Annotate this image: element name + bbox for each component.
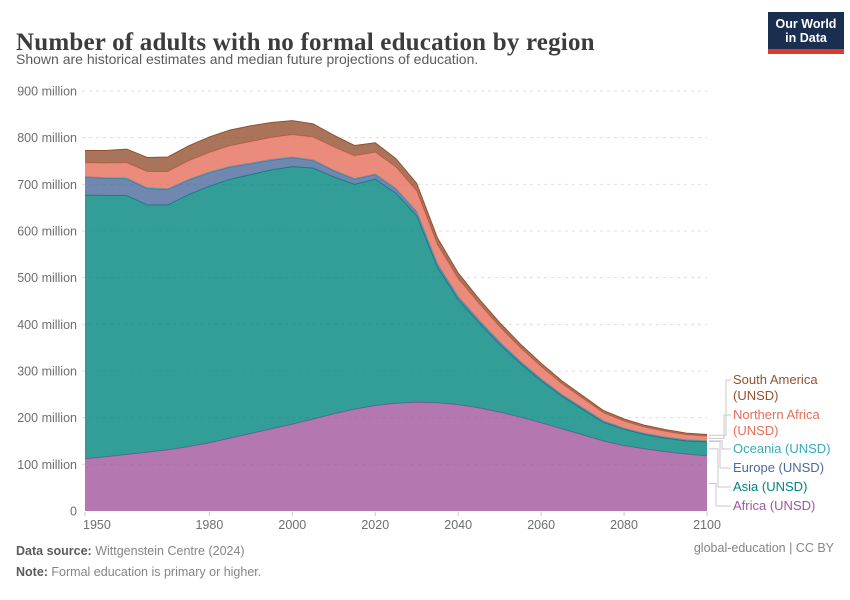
note-value: Formal education is primary or higher. [47,565,262,579]
legend-item-northern-africa-unsd[interactable]: Northern Africa (UNSD) [733,406,820,438]
legend-item-africa-unsd[interactable]: Africa (UNSD) [733,498,816,514]
x-axis-label: 2080 [610,518,638,530]
legend-connector-northern-africa-unsd [709,414,731,439]
owid-logo[interactable]: Our World in Data [768,12,844,54]
y-axis-label: 900 million [17,85,77,99]
x-axis-label: 2060 [527,518,555,530]
line-south-america-unsd [85,120,708,435]
source-value: Wittgenstein Centre (2024) [91,544,245,558]
footer-note-line: Note: Formal education is primary or hig… [16,562,261,583]
y-axis-label: 100 million [17,458,77,472]
footer-source: Data source: Wittgenstein Centre (2024) … [16,541,261,583]
footer-source-line: Data source: Wittgenstein Centre (2024) [16,541,261,562]
x-axis-label: 2000 [278,518,306,530]
x-axis-label: 2020 [361,518,389,530]
chart-subtitle: Shown are historical estimates and media… [16,51,479,67]
x-axis-label: 2100 [693,518,721,530]
owid-logo-line2: in Data [785,31,827,45]
legend-item-oceania-unsd[interactable]: Oceania (UNSD) [733,441,831,457]
y-axis-label: 300 million [17,365,77,379]
y-axis-label: 0 [70,505,77,519]
legend-connector-europe-unsd [709,441,731,469]
legend-item-asia-unsd[interactable]: Asia (UNSD) [733,479,808,495]
x-axis-label: 2040 [444,518,472,530]
y-axis-label: 500 million [17,271,77,285]
y-axis-label: 400 million [17,318,77,332]
x-axis-label: 1980 [195,518,223,530]
chart-title: Number of adults with no formal educatio… [16,28,595,56]
legend-item-europe-unsd[interactable]: Europe (UNSD) [733,460,825,476]
legend-item-south-america-unsd[interactable]: South America (UNSD) [733,372,818,403]
area-asia-unsd[interactable] [85,166,707,459]
legend-connector-africa-unsd [709,483,731,507]
x-axis-label: 1950 [83,518,111,530]
chart-legend: South America (UNSD) Northern Africa (UNS… [733,372,850,517]
owid-logo-line1: Our World [775,17,837,31]
license-link[interactable]: global-education | CC BY [693,541,834,555]
area-africa-unsd[interactable] [85,402,707,511]
legend-connector-oceania-unsd [709,440,731,450]
source-label: Data source: [16,544,92,558]
note-label: Note: [16,565,48,579]
y-axis-label: 600 million [17,225,77,239]
stacked-area-chart: 0 100 million 200 million 300 million 400 mi… [17,85,731,530]
y-axis-label: 200 million [17,411,77,425]
y-axis-label: 800 million [17,131,77,145]
legend-connector-asia-unsd [709,448,731,488]
legend-connector-south-america-unsd [709,379,731,436]
y-axis-label: 700 million [17,178,77,192]
